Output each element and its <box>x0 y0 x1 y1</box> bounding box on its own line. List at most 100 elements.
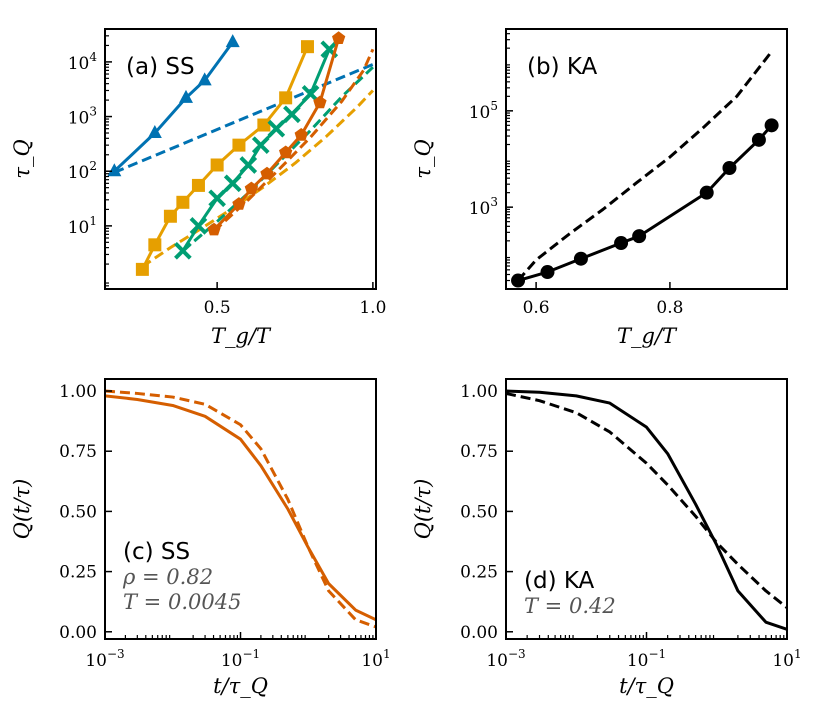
y-axis-label: Q(t/τ) <box>411 479 435 540</box>
data-point-KA-7 <box>751 132 766 147</box>
data-point-vermillion-7 <box>332 31 346 44</box>
data-point-green-3 <box>223 174 242 193</box>
data-point-orange-1 <box>148 238 162 252</box>
y-tick-label: 101 <box>68 214 97 238</box>
y-tick-label: 103 <box>469 195 498 219</box>
data-point-orange-3 <box>176 195 190 209</box>
axes-frame-b <box>505 28 788 290</box>
y-tick-label-exp: 3 <box>89 105 97 119</box>
panel-param-d: T = 0.42 <box>524 594 616 618</box>
y-axis-label: τ_Q <box>411 139 435 178</box>
x-axis-label: T_g/T <box>617 324 678 348</box>
data-point-green-2 <box>208 189 226 208</box>
data-point-KA-5 <box>699 185 714 200</box>
x-tick-label-base: 10 <box>361 651 383 671</box>
y-tick-label-base: 10 <box>68 163 90 183</box>
data-point-orange-8 <box>279 91 293 105</box>
series-line-vermillion-fit <box>213 48 375 233</box>
y-tick-label-base: 10 <box>68 109 90 129</box>
data-point-KA-8 <box>764 118 779 133</box>
y-tick-label: 0.50 <box>460 502 498 522</box>
x-tick-label-exp: −1 <box>648 647 666 661</box>
data-point-vermillion-2 <box>244 181 259 195</box>
series-line-KA-dashed <box>506 391 787 609</box>
data-point-orange-4 <box>191 178 205 192</box>
x-tick-label-base: 10 <box>772 651 794 671</box>
series-line-orange-fit <box>141 89 374 268</box>
y-tick-label-base: 10 <box>469 199 491 219</box>
x-tick-label: 0.6 <box>523 298 550 318</box>
data-point-blue-4 <box>225 34 240 48</box>
x-axis-label: T_g/T <box>211 324 272 348</box>
data-point-orange-7 <box>257 118 271 132</box>
panel-param-c: ρ = 0.82 <box>122 565 213 589</box>
data-point-orange-2 <box>163 209 177 223</box>
y-tick-label: 1.00 <box>460 382 498 402</box>
y-tick-label: 0.25 <box>59 563 97 583</box>
series-line-SS-dashed <box>105 389 376 629</box>
series-line-blue-fit <box>113 63 374 174</box>
panel-label-a: (a) SS <box>126 54 195 80</box>
panel-label-c: (c) SS <box>123 539 190 565</box>
x-tick-label-exp: −1 <box>242 647 260 661</box>
y-tick-label: 105 <box>469 99 498 123</box>
x-tick-label-base: 10 <box>85 651 107 671</box>
data-point-orange-5 <box>210 158 224 172</box>
data-point-green-7 <box>283 105 301 124</box>
y-tick-label: 0.75 <box>59 442 97 462</box>
panel-label-d: (d) KA <box>524 568 595 594</box>
data-point-green-1 <box>189 217 208 235</box>
x-tick-label-exp: 1 <box>794 647 802 661</box>
x-tick-label: 1.0 <box>359 298 386 318</box>
panel-d: 10−3 10−1 1010.000.250.500.751.00t/τ_QQ(t/… <box>411 378 802 698</box>
series-line-KA <box>517 124 773 282</box>
y-tick-label: 1.00 <box>59 382 97 402</box>
y-tick-label: 0.75 <box>460 442 498 462</box>
data-point-KA-6 <box>722 161 737 176</box>
series-line-orange <box>141 46 309 271</box>
data-point-green-5 <box>251 136 270 154</box>
data-point-KA-2 <box>573 251 588 266</box>
x-tick-label-exp: −3 <box>107 647 125 661</box>
data-point-green-6 <box>267 119 286 138</box>
data-point-KA-1 <box>540 265 555 280</box>
x-tick-label: 10−1 <box>221 647 260 671</box>
series-line-KA-fit <box>516 50 773 282</box>
y-tick-label-exp: 3 <box>490 195 498 209</box>
data-point-green-4 <box>239 156 258 174</box>
y-tick-label: 0.50 <box>59 502 97 522</box>
series-line-green-fit <box>181 66 374 252</box>
axes-frame-a <box>104 28 377 290</box>
x-tick-label-exp: −3 <box>508 647 526 661</box>
x-tick-label-exp: 1 <box>383 647 391 661</box>
y-tick-label-exp: 5 <box>490 99 498 113</box>
x-tick-label-base: 10 <box>221 651 243 671</box>
x-tick-label: 10−3 <box>486 647 525 671</box>
x-tick-label: 10−3 <box>85 647 124 671</box>
plot-area-d <box>506 389 787 631</box>
data-point-KA-4 <box>632 229 647 244</box>
data-point-vermillion-4 <box>279 145 293 159</box>
x-axis-label: t/τ_Q <box>619 674 674 698</box>
series-line-vermillion <box>212 37 341 231</box>
panel-c: 10−3 10−1 1010.000.250.500.751.00t/τ_QQ(t/… <box>10 378 391 698</box>
data-point-blue-3 <box>197 72 212 86</box>
data-point-blue-1 <box>147 125 162 139</box>
y-tick-label: 104 <box>68 50 98 74</box>
data-point-orange-9 <box>300 40 314 54</box>
x-tick-label: 10−1 <box>627 647 666 671</box>
series-line-green <box>181 48 331 252</box>
x-tick-label: 101 <box>361 647 390 671</box>
plot-area-b <box>511 50 779 288</box>
y-tick-label: 0.25 <box>460 563 498 583</box>
y-axis-label: τ_Q <box>10 139 34 178</box>
x-tick-label-base: 10 <box>627 651 649 671</box>
x-axis-label: t/τ_Q <box>213 674 268 698</box>
y-tick-label-base: 10 <box>68 54 90 74</box>
y-tick-label: 103 <box>68 105 97 129</box>
data-point-KA-3 <box>614 236 629 251</box>
y-tick-label-base: 10 <box>68 218 90 238</box>
data-point-vermillion-0 <box>207 222 221 236</box>
